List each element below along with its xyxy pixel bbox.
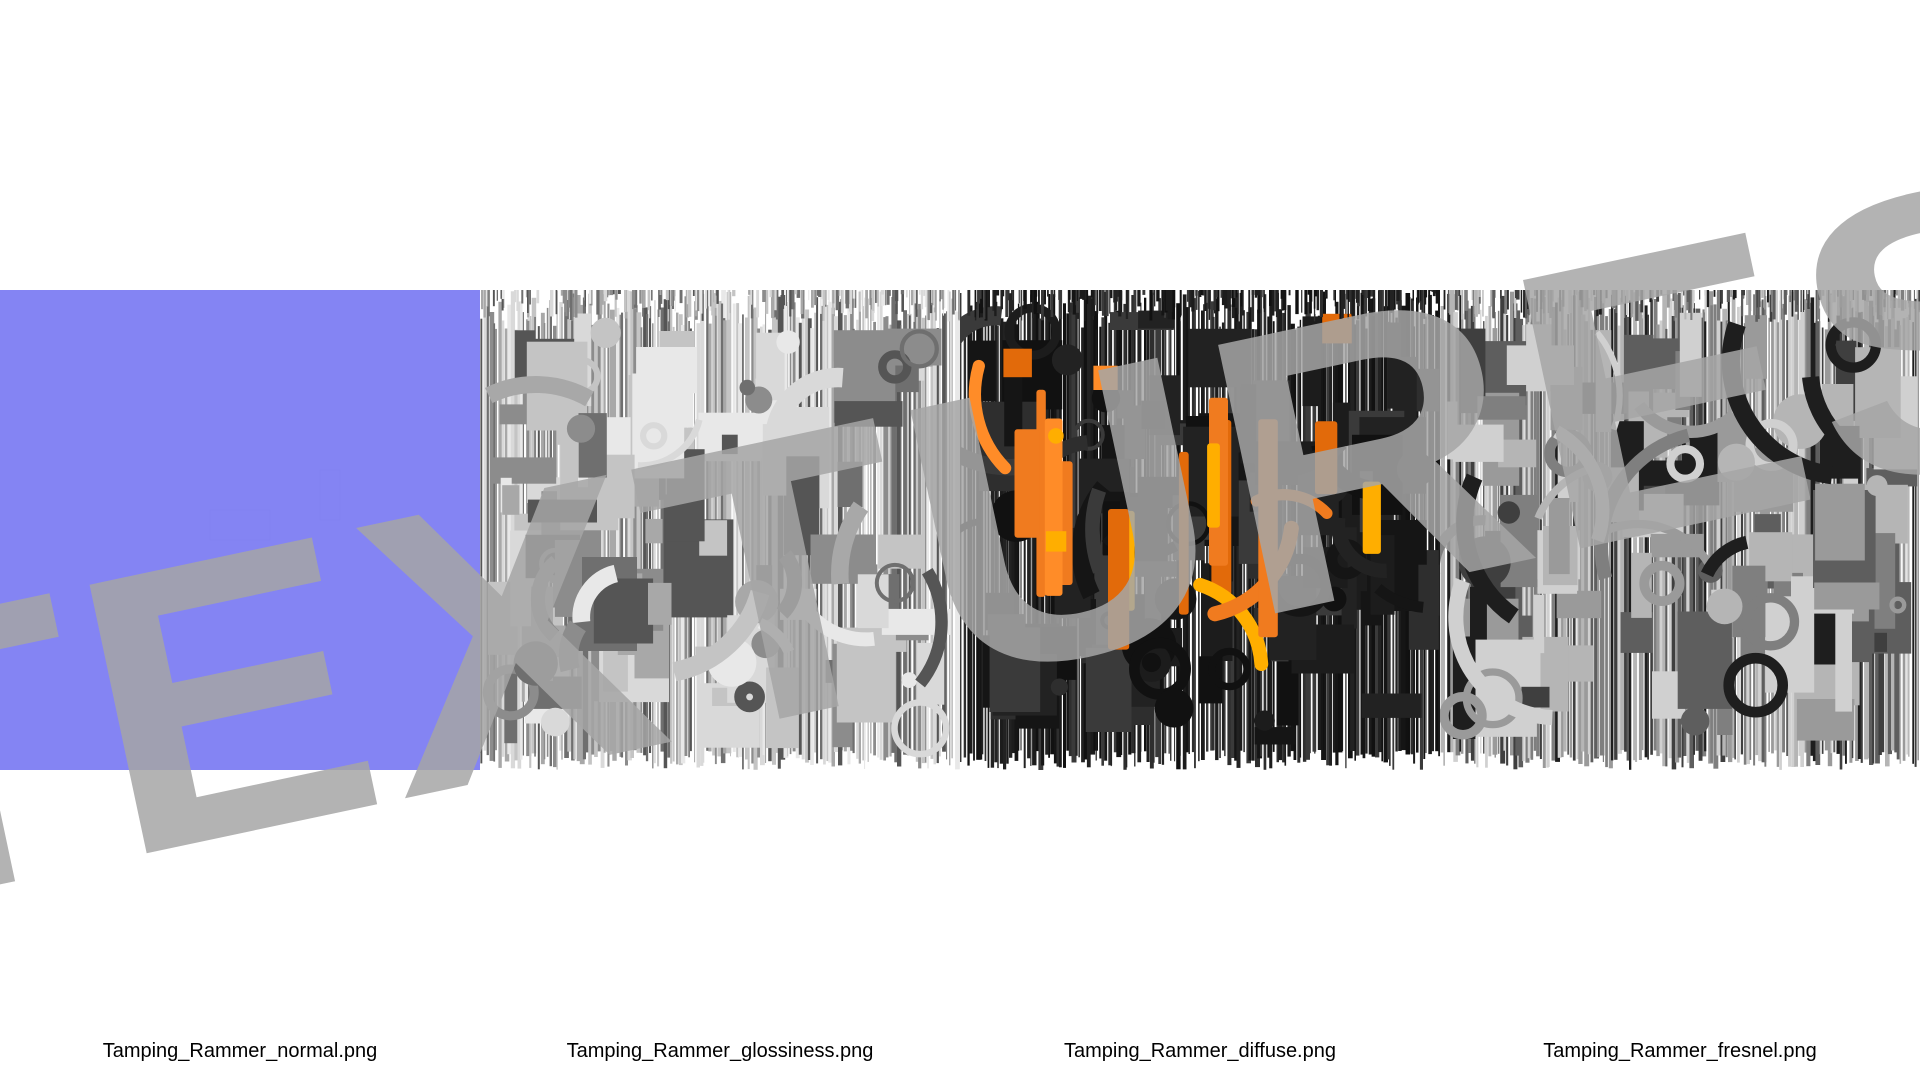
texture-caption: Tamping_Rammer_glossiness.png: [480, 1040, 960, 1063]
caption-row: Tamping_Rammer_normal.pngTamping_Rammer_…: [0, 1040, 1920, 1063]
texture-gallery: [0, 290, 1920, 770]
texture-caption: Tamping_Rammer_diffuse.png: [960, 1040, 1440, 1063]
texture-caption: Tamping_Rammer_normal.png: [0, 1040, 480, 1063]
texture-tile: [1440, 290, 1920, 770]
texture-tile: [960, 290, 1440, 770]
texture-caption: Tamping_Rammer_fresnel.png: [1440, 1040, 1920, 1063]
texture-tile: [480, 290, 960, 770]
texture-tile: [0, 290, 480, 770]
